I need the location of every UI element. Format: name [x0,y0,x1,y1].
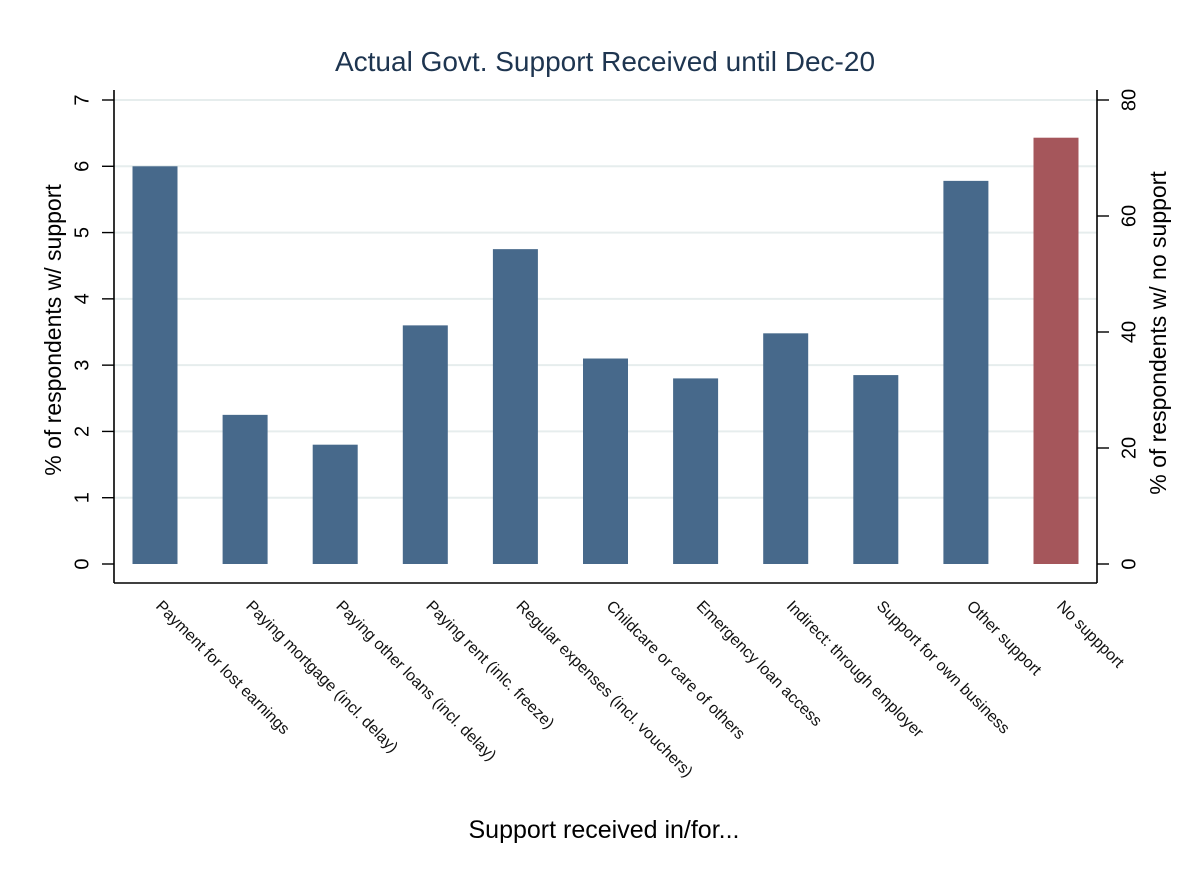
right-y-tick-label: 60 [1118,205,1140,227]
right-y-tick-label: 80 [1118,89,1140,111]
left-y-tick-label: 3 [71,360,93,371]
left-y-axis-title: % of respondents w/ support [40,184,66,476]
support-bar [312,444,358,564]
left-y-tick-label: 4 [71,293,93,304]
right-y-tick-label: 40 [1118,321,1140,343]
bars [132,137,1079,565]
support-bar [853,375,899,564]
right-y-tick-label: 20 [1118,437,1140,459]
support-bar [943,180,989,564]
left-y-tick-label: 1 [71,492,93,503]
left-y-tick-label: 2 [71,426,93,437]
left-y-tick-label: 5 [71,227,93,238]
support-bar [402,325,448,564]
support-bar [763,333,809,564]
left-y-tick-label: 6 [71,161,93,172]
right-y-axis-title: % of respondents w/ no support [1145,171,1171,495]
left-y-tick-label: 7 [71,94,93,105]
support-bar [583,358,628,564]
left-y-ticks: 0 1 2 3 4 5 6 7 [71,94,114,570]
support-bar [492,249,538,564]
support-bar [132,166,178,565]
left-y-tick-label: 0 [71,558,93,569]
chart-title: Actual Govt. Support Received until Dec-… [335,46,875,77]
support-bar [673,378,719,564]
axes [113,90,1098,584]
right-y-ticks: 0 20 40 60 80 [1097,89,1140,570]
support-bar [222,414,268,564]
no-support-bar [1033,137,1079,564]
right-y-tick-label: 0 [1118,558,1140,569]
x-axis-title: Support received in/for... [469,816,740,844]
